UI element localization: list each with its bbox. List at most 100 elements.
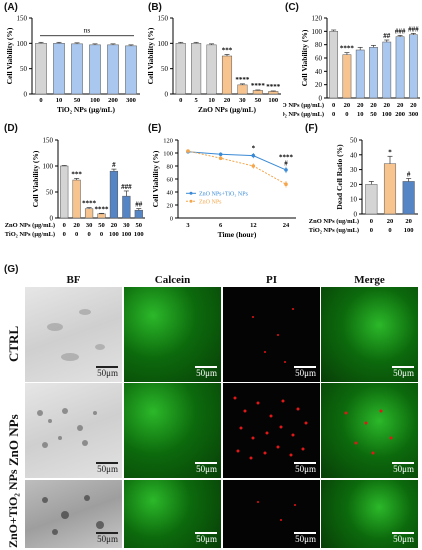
x-tick-label: 0	[87, 231, 90, 238]
y-tick-label: 0	[319, 95, 323, 103]
significance-mark: *	[252, 144, 256, 152]
bar	[365, 184, 378, 215]
data-point	[284, 168, 288, 172]
bar	[395, 36, 405, 99]
x-tick-label: 3	[186, 222, 190, 229]
x-tick-label: 100	[404, 227, 414, 234]
significance-mark: ****	[340, 45, 355, 53]
x-tick-label: 5	[195, 97, 199, 104]
significance-mark: ***	[71, 170, 82, 178]
y-tick-label: 50	[161, 65, 169, 73]
significance-mark: ****	[279, 154, 294, 162]
bar	[221, 55, 233, 95]
series-line	[187, 150, 287, 185]
x-tick-label: 100	[382, 111, 392, 118]
y-tick-label: 50	[46, 189, 54, 197]
x-axis-label: Time (hour)	[218, 230, 257, 239]
significance-mark: #	[284, 159, 288, 167]
ns-annotation: ns	[84, 26, 91, 35]
chart-f: 0 10 20 30 40 50 Dead Cell Ratio (%) 0 0 * 20 0 #20 1…	[309, 137, 418, 234]
y-tick-label: 0	[170, 216, 173, 223]
data-point	[251, 153, 256, 158]
x-tick-label: 20	[405, 218, 412, 225]
x-tick-label: 20	[397, 102, 404, 109]
micrograph-zno-tio2-merge: 50μm	[321, 480, 418, 548]
scale-bar: 50μm	[294, 532, 316, 544]
y-tick-label: 0	[165, 91, 169, 99]
bar	[191, 43, 202, 95]
bar	[122, 195, 131, 219]
bar	[53, 43, 65, 95]
y-tick-label: 120	[312, 15, 323, 23]
x-tick-label: 20	[410, 102, 417, 109]
row-label-zno: ZnO NPs	[6, 414, 21, 466]
x-tick-label: 300	[126, 97, 136, 104]
row-label: ZnO NPs (μg/mL)	[283, 102, 324, 109]
y-axis-label: Cell Viability (%)	[146, 27, 155, 84]
panel-label-g: (G)	[4, 264, 19, 275]
micrograph-ctrl-merge: 50μm	[321, 287, 418, 382]
y-tick-label: 150	[43, 137, 54, 145]
x-tick-label: 50	[98, 222, 105, 229]
y-tick-label: 50	[20, 65, 28, 73]
x-tick-label: 300	[408, 111, 418, 118]
y-tick-label: 50	[350, 137, 358, 145]
scale-bar: 50μm	[96, 366, 118, 378]
series-line	[187, 151, 287, 171]
panel-label-f: (F)	[305, 123, 318, 134]
y-tick-label: 20	[167, 203, 174, 210]
micrograph-zno-tio2-pi: 50μm	[223, 480, 320, 548]
x-tick-label: 0	[332, 111, 335, 118]
micrograph-ctrl-pi: 50μm	[223, 287, 320, 382]
y-tick-label: 0	[50, 215, 54, 223]
y-tick-label: 120	[163, 138, 173, 145]
bar	[72, 179, 81, 219]
scale-bar: 50μm	[294, 366, 316, 378]
micrograph-zno-bf: 50μm	[25, 383, 122, 478]
bar	[408, 34, 418, 99]
y-tick-label: 100	[43, 163, 54, 171]
y-tick-label: 80	[167, 164, 174, 171]
x-tick-label: 0	[179, 97, 182, 104]
data-point	[218, 156, 223, 160]
panel-label-c: (C)	[285, 2, 299, 13]
micrograph-ctrl-calcein: 50μm	[124, 287, 221, 382]
x-tick-label: 200	[108, 97, 118, 104]
y-tick-label: 80	[315, 41, 323, 49]
significance-mark: #	[112, 161, 116, 169]
y-axis-label: Cell Viability (%)	[5, 27, 14, 84]
significance-mark: ##	[135, 201, 143, 209]
micrograph-zno-calcein: 50μm	[124, 383, 221, 478]
y-axis-label: Cell Viability (%)	[300, 29, 309, 86]
significance-mark: *	[388, 148, 392, 156]
column-label-bf: BF	[66, 274, 81, 286]
bar	[342, 54, 352, 99]
legend-marker	[189, 199, 193, 203]
y-tick-label: 60	[315, 55, 323, 63]
data-point	[284, 182, 288, 186]
row-label-zno-tio2: ZnO+TiO₂ NPs	[6, 469, 20, 548]
column-label-calcein: Calcein	[154, 274, 191, 286]
bar	[134, 209, 143, 219]
micrograph-zno-pi: 50μm	[223, 383, 320, 478]
x-tick-label: 0	[388, 227, 391, 234]
scale-bar: 50μm	[195, 532, 217, 544]
x-tick-label: 0	[63, 231, 66, 238]
chart-e: 0 20 40 60 80 100 120 3 6 12 24 Time (hour) Cell Via…	[151, 138, 296, 239]
row-label: TiO₂ NPs (μg/mL)	[5, 231, 55, 238]
x-tick-label: 0	[75, 231, 78, 238]
y-axis-label: Cell Viability (%)	[31, 150, 40, 207]
bar	[268, 91, 279, 95]
x-tick-label: 20	[384, 102, 391, 109]
scale-bar: 50μm	[96, 462, 118, 474]
significance-mark: ****	[251, 82, 265, 90]
significance-mark: ****	[266, 83, 281, 91]
x-tick-label: 30	[86, 222, 93, 229]
bar	[369, 47, 378, 99]
x-tick-label: 0	[370, 218, 373, 225]
x-tick-label: 12	[250, 222, 257, 229]
y-axis-label: Cell Viability (%)	[151, 150, 160, 207]
y-tick-label: 40	[315, 68, 323, 76]
